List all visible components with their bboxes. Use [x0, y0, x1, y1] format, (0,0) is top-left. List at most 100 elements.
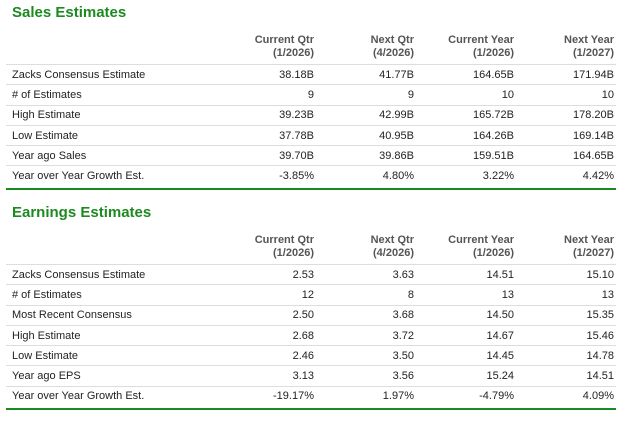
- header-cell: [6, 226, 216, 265]
- cell-value: 178.20B: [516, 104, 616, 126]
- cell-value: 9: [316, 84, 416, 106]
- cell-value: 38.18B: [216, 63, 316, 85]
- header-cell: [6, 26, 216, 65]
- cell-value: 3.72: [316, 324, 416, 346]
- column-period: (4/2026): [373, 247, 414, 259]
- section-title: Sales Estimates: [12, 4, 127, 21]
- cell-value: -3.85%: [216, 165, 316, 186]
- cell-value: 171.94B: [516, 63, 616, 85]
- row-label: Zacks Consensus Estimate: [6, 63, 216, 85]
- row-label: Year ago EPS: [6, 365, 216, 387]
- row-label: # of Estimates: [6, 84, 216, 106]
- column-name: Next Year: [564, 234, 614, 246]
- cell-value: -4.79%: [416, 385, 516, 407]
- cell-value: 8: [316, 284, 416, 306]
- cell-value: 3.13: [216, 365, 316, 387]
- cell-value: 164.26B: [416, 124, 516, 146]
- cell-value: 159.51B: [416, 145, 516, 166]
- cell-value: -19.17%: [216, 385, 316, 407]
- cell-value: 39.86B: [316, 145, 416, 166]
- column-header: Next Year (1/2027): [516, 226, 616, 265]
- column-period: (1/2026): [273, 247, 314, 259]
- cell-value: 3.50: [316, 345, 416, 366]
- cell-value: 39.23B: [216, 104, 316, 126]
- data-row: Zacks Consensus Estimate 2.53 3.63 14.51 15.…: [6, 263, 616, 285]
- cell-value: 12: [216, 284, 316, 306]
- cell-value: 2.53: [216, 263, 316, 285]
- data-row: Low Estimate 2.46 3.50 14.45 14.78: [6, 345, 616, 366]
- cell-value: 41.77B: [316, 63, 416, 85]
- data-row: # of Estimates 9 9 10 10: [6, 84, 616, 106]
- cell-value: 1.97%: [316, 385, 416, 407]
- row-label: Year over Year Growth Est.: [6, 385, 216, 407]
- cell-value: 40.95B: [316, 124, 416, 146]
- column-name: Current Qtr: [254, 234, 314, 246]
- section-divider: [6, 187, 616, 190]
- cell-value: 165.72B: [416, 104, 516, 126]
- cell-value: 2.46: [216, 345, 316, 366]
- cell-value: 164.65B: [516, 145, 616, 166]
- cell-value: 13: [416, 284, 516, 306]
- column-header: Current Qtr (1/2026): [216, 226, 316, 265]
- cell-value: 3.68: [316, 304, 416, 326]
- cell-value: 14.51: [516, 365, 616, 387]
- cell-value: 2.68: [216, 324, 316, 346]
- column-name: Current Year: [448, 234, 514, 246]
- cell-value: 14.50: [416, 304, 516, 326]
- column-header: Next Year (1/2027): [516, 26, 616, 65]
- column-period: (1/2026): [473, 247, 514, 259]
- cell-value: 3.22%: [416, 165, 516, 186]
- column-period: (1/2027): [573, 247, 614, 259]
- row-label: # of Estimates: [6, 284, 216, 306]
- row-label: High Estimate: [6, 104, 216, 126]
- column-name: Next Qtr: [370, 34, 414, 46]
- estimates-section: Sales Estimates Current Qtr (1/2026) Next Q…: [6, 4, 616, 190]
- cell-value: 13: [516, 284, 616, 306]
- row-label: Most Recent Consensus: [6, 304, 216, 326]
- data-row: Year over Year Growth Est. -3.85% 4.80% 3.2…: [6, 165, 616, 186]
- cell-value: 14.51: [416, 263, 516, 285]
- data-row: Low Estimate 37.78B 40.95B 164.26B 169.14B: [6, 124, 616, 146]
- column-header: Next Qtr (4/2026): [316, 226, 416, 265]
- section-title: Earnings Estimates: [12, 204, 152, 221]
- column-header: Next Qtr (4/2026): [316, 26, 416, 65]
- cell-value: 4.42%: [516, 165, 616, 186]
- cell-value: 2.50: [216, 304, 316, 326]
- data-row: # of Estimates 12 8 13 13: [6, 284, 616, 306]
- column-name: Current Year: [448, 34, 514, 46]
- data-row: Zacks Consensus Estimate 38.18B 41.77B 164.…: [6, 63, 616, 85]
- cell-value: 4.09%: [516, 385, 616, 407]
- column-name: Next Qtr: [370, 234, 414, 246]
- row-label: Zacks Consensus Estimate: [6, 263, 216, 285]
- column-header: Current Year (1/2026): [416, 26, 516, 65]
- cell-value: 3.56: [316, 365, 416, 387]
- cell-value: 10: [416, 84, 516, 106]
- column-period: (1/2026): [473, 47, 514, 59]
- cell-value: 15.46: [516, 324, 616, 346]
- estimates-section: Earnings Estimates Current Qtr (1/2026) Nex…: [6, 204, 616, 411]
- row-label: High Estimate: [6, 324, 216, 346]
- header-row: Current Qtr (1/2026) Next Qtr (4/2026) Curre…: [6, 26, 616, 65]
- row-label: Year over Year Growth Est.: [6, 165, 216, 186]
- row-label: Low Estimate: [6, 345, 216, 366]
- cell-value: 42.99B: [316, 104, 416, 126]
- cell-value: 169.14B: [516, 124, 616, 146]
- cell-value: 9: [216, 84, 316, 106]
- column-period: (4/2026): [373, 47, 414, 59]
- cell-value: 164.65B: [416, 63, 516, 85]
- cell-value: 4.80%: [316, 165, 416, 186]
- cell-value: 10: [516, 84, 616, 106]
- cell-value: 3.63: [316, 263, 416, 285]
- cell-value: 37.78B: [216, 124, 316, 146]
- data-row: Most Recent Consensus 2.50 3.68 14.50 15.35: [6, 304, 616, 326]
- cell-value: 15.24: [416, 365, 516, 387]
- cell-value: 15.10: [516, 263, 616, 285]
- column-header: Current Year (1/2026): [416, 226, 516, 265]
- cell-value: 39.70B: [216, 145, 316, 166]
- cell-value: 14.78: [516, 345, 616, 366]
- column-period: (1/2027): [573, 47, 614, 59]
- row-label: Low Estimate: [6, 124, 216, 146]
- cell-value: 14.67: [416, 324, 516, 346]
- column-period: (1/2026): [273, 47, 314, 59]
